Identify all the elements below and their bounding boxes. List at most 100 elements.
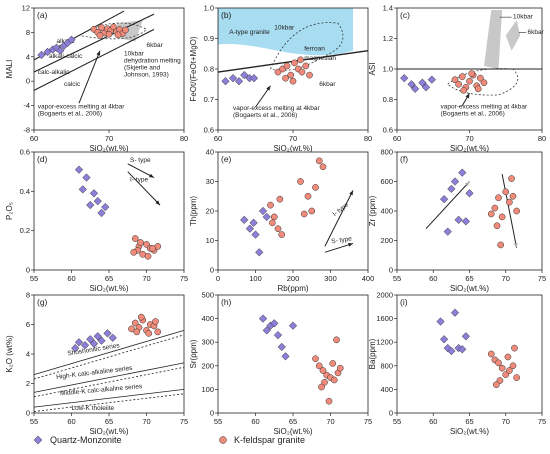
x-tick-label: 70	[502, 417, 510, 426]
boundary-line	[33, 28, 155, 91]
annotation: magnesian	[304, 55, 336, 62]
x-tick-label: 60	[393, 134, 401, 143]
k-feldspar-granite-point	[498, 364, 506, 372]
x-tick-label: 70	[142, 274, 150, 283]
k-feldspar-granite-point	[460, 87, 468, 94]
k-feldspar-granite-point	[270, 213, 278, 221]
annotation-10kbar: (Skjerlie and	[124, 65, 161, 72]
chart-panel-h: 55 60 65 70 75 0 100 200 300 400 500 SiO₂(wt.%) Sr(p…	[189, 291, 372, 437]
y-axis-label: ASI	[368, 63, 377, 76]
quartz-monzonite-point	[439, 195, 449, 204]
trend-arrow-down-head	[513, 242, 518, 248]
x-tick-label: 60	[67, 274, 75, 283]
k-feldspar-granite-point	[278, 231, 286, 238]
quartz-monzonite-point	[439, 335, 449, 344]
k-feldspar-granite-point	[333, 336, 340, 344]
vapor-pointer-head	[96, 50, 101, 56]
y-tick-label: 0	[26, 77, 30, 86]
y-tick-label: 0.8	[204, 65, 214, 74]
k-feldspar-granite-point	[137, 313, 145, 321]
chart-panel-f: 55 60 65 70 75 0 200 400 600 800 SiO₂(wt.%) Zr (ppm…	[368, 148, 546, 294]
k-feldspar-granite-point	[336, 364, 344, 372]
y-tick-label: 0.8	[383, 95, 393, 104]
k-feldspar-granite-point	[145, 330, 153, 337]
x-tick-label: 70	[502, 274, 510, 283]
k-feldspar-granite-point	[152, 318, 159, 325]
y-axis-label: P₂O₅	[5, 202, 14, 220]
x-tick-label: 55	[393, 274, 401, 283]
chart-panel-b: 60 70 80 0.6 0.7 0.8 0.9 1.0 SiO₂(wt.%) FeOt/(FeO…	[189, 4, 372, 154]
axes-frame	[33, 294, 185, 414]
x-tick-label: 70	[465, 134, 473, 143]
y-tick-label: 1200	[376, 338, 393, 347]
quartz-monzonite-point	[288, 321, 298, 330]
trend-arrow-down	[501, 174, 518, 248]
annotation-vapor: (Bogaerts et al., 2006)	[441, 111, 505, 118]
quartz-monzonite-point	[458, 345, 467, 354]
quartz-monzonite-point	[93, 332, 102, 341]
vapor-excess-field	[78, 22, 148, 40]
quartz-monzonite-point	[407, 80, 416, 89]
k-feldspar-granite-point	[96, 32, 104, 39]
x-tick-label: 60	[429, 274, 437, 283]
y-tick-label: 400	[201, 314, 214, 323]
quartz-monzonite-point	[56, 46, 65, 55]
y-tick-label: -8	[23, 126, 30, 135]
vapor-pointer-head	[465, 93, 470, 99]
trend-arrow-s	[324, 242, 354, 253]
k-feldspar-granite-point	[154, 328, 162, 336]
boundary-line	[33, 13, 155, 73]
quartz-monzonite-point	[37, 50, 46, 60]
quartz-monzonite-point	[108, 333, 117, 342]
quartz-monzonite-point	[400, 73, 409, 83]
k-feldspar-granite-point	[289, 77, 297, 85]
y-axis-label: Zr (ppm)	[368, 195, 377, 226]
annotation-10kbar: dehydration melting	[124, 58, 181, 65]
trend-arrow-i	[324, 190, 354, 247]
annotation: A-type granite	[229, 29, 270, 36]
quartz-monzonite-point	[258, 314, 268, 323]
k-feldspar-granite-point	[493, 222, 501, 230]
quartz-monzonite-point	[454, 215, 463, 225]
y-tick-label: 8	[26, 28, 30, 37]
annotation: S- type	[130, 157, 151, 164]
x-tick-label: 100	[249, 274, 262, 283]
quartz-monzonite-point	[234, 77, 244, 86]
quartz-monzonite-point	[255, 248, 264, 257]
annotation: 6kbar	[319, 81, 336, 88]
k-feldspar-granite-point	[325, 397, 333, 405]
trend-arrow-up	[425, 181, 470, 230]
quartz-monzonite-point	[93, 197, 102, 206]
k-feldspar-granite-point	[300, 210, 308, 218]
k-feldspar-granite-point	[131, 319, 139, 327]
y-tick-label: 200	[201, 361, 214, 370]
y-tick-label: 1.0	[204, 4, 214, 13]
x-axis-label: SiO₂(wt.%)	[450, 427, 489, 436]
k-feldspar-granite-point	[477, 74, 484, 82]
k-feldspar-granite-point	[468, 70, 476, 77]
k-feldspar-granite-point	[315, 157, 323, 165]
k-feldspar-granite-point	[267, 201, 274, 209]
y-tick-label: 1.4	[383, 4, 393, 13]
k-feldspar-granite-point	[509, 362, 517, 370]
legend-quartz-label: Quartz-Monzonite	[50, 435, 122, 445]
quartz-monzonite-point	[228, 73, 238, 83]
y-tick-label: 0.6	[204, 126, 214, 135]
quartz-monzonite-point	[101, 202, 110, 212]
y-tick-label: 200	[380, 236, 393, 245]
legend: Quartz-Monzonite K-feldspar granite	[33, 435, 305, 445]
x-axis-label: Rb(ppm)	[277, 284, 308, 293]
x-tick-label: 60	[251, 417, 259, 426]
annotation-10kbar: Johnson, 1993)	[124, 72, 169, 79]
quartz-monzonite-point	[86, 335, 95, 344]
x-tick-label: 70	[326, 417, 334, 426]
quartz-monzonite-point	[281, 352, 290, 361]
k-feldspar-granite-point	[513, 374, 520, 381]
quartz-monzonite-point	[251, 230, 260, 239]
k-feldspar-granite-point	[122, 26, 129, 34]
k-feldspar-granite-point	[110, 23, 117, 31]
k-feldspar-granite-point	[269, 219, 276, 227]
x-axis-label: SiO₂(wt.%)	[89, 284, 128, 293]
axes-frame	[33, 151, 185, 271]
x-tick-label: 70	[142, 417, 150, 426]
